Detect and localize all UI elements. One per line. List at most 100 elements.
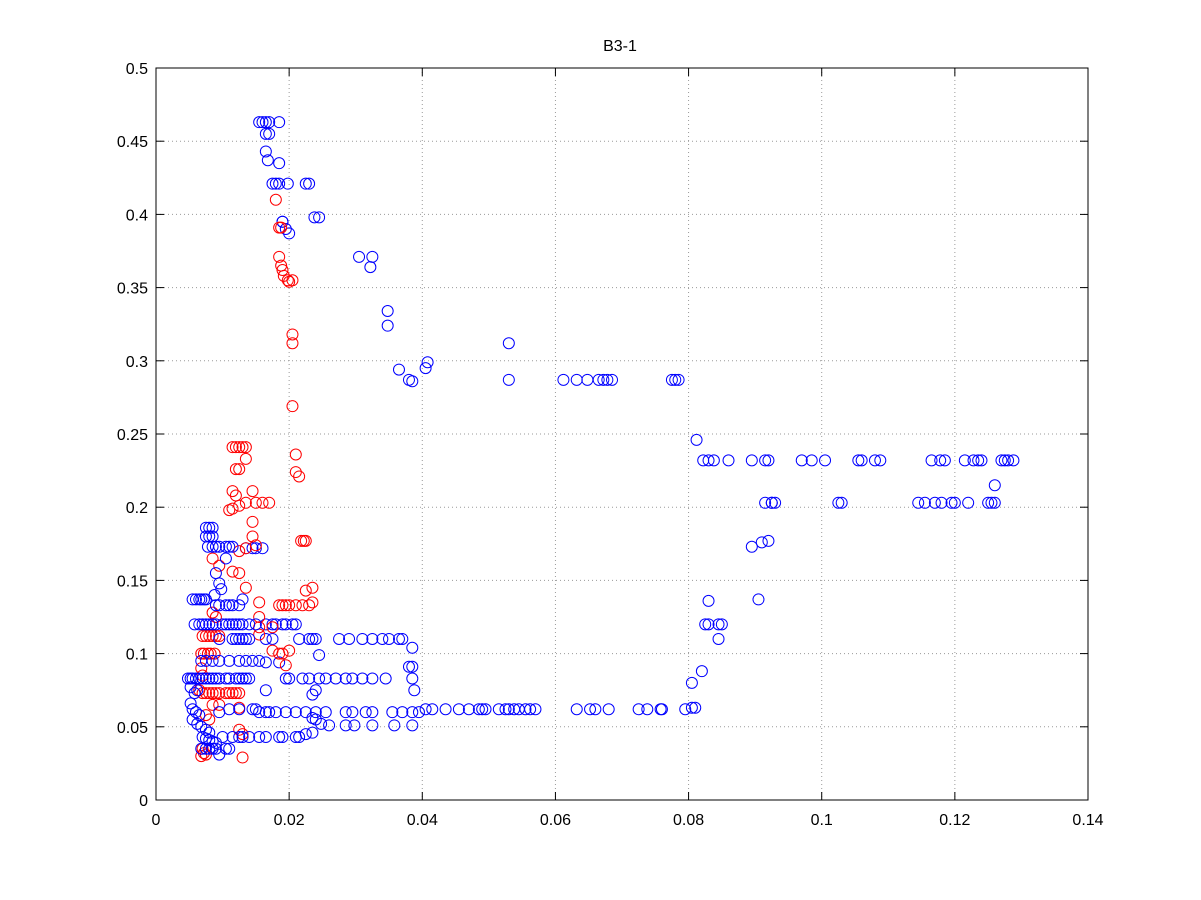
scatter-point bbox=[339, 672, 352, 685]
scatter-point bbox=[319, 672, 332, 685]
scatter-point bbox=[246, 485, 259, 498]
scatter-point bbox=[299, 584, 312, 597]
scatter-point bbox=[512, 703, 525, 716]
scatter-point bbox=[246, 703, 259, 716]
scatter-point bbox=[243, 731, 256, 744]
scatter-point bbox=[209, 611, 222, 623]
scatter-point bbox=[759, 454, 772, 467]
scatter-point bbox=[462, 703, 475, 716]
x-tick-label: 0.08 bbox=[673, 812, 704, 829]
scatter-point bbox=[279, 618, 292, 631]
scatter-point bbox=[196, 630, 209, 643]
scatter-point bbox=[223, 687, 236, 700]
scatter-point bbox=[259, 116, 272, 129]
scatter-point bbox=[203, 618, 216, 631]
scatter-point bbox=[213, 599, 226, 612]
scatter-point bbox=[195, 654, 208, 667]
scatter-point bbox=[762, 534, 775, 547]
scatter-point bbox=[273, 656, 286, 669]
scatter-point bbox=[356, 632, 369, 645]
scatter-point bbox=[366, 632, 379, 645]
scatter-point bbox=[259, 656, 272, 669]
scatter-point bbox=[226, 485, 239, 498]
scatter-point bbox=[253, 706, 266, 719]
scatter-point bbox=[299, 534, 312, 547]
scatter-point bbox=[249, 703, 262, 716]
scatter-point bbox=[275, 221, 288, 234]
scatter-point bbox=[679, 703, 692, 716]
scatter-point bbox=[209, 567, 222, 580]
scatter-point bbox=[209, 618, 222, 631]
scatter-point bbox=[239, 441, 252, 454]
scatter-point bbox=[315, 717, 328, 730]
scatter-point bbox=[273, 731, 286, 744]
scatter-point bbox=[281, 177, 294, 190]
scatter-point bbox=[213, 654, 226, 667]
scatter-point bbox=[213, 672, 226, 685]
scatter-point bbox=[233, 618, 246, 631]
scatter-point bbox=[918, 496, 931, 509]
scatter-point bbox=[935, 496, 948, 509]
scatter-point bbox=[499, 703, 512, 716]
scatter-point bbox=[934, 454, 947, 467]
scatter-point bbox=[313, 649, 326, 662]
scatter-point bbox=[236, 618, 249, 631]
scatter-point bbox=[236, 672, 249, 685]
scatter-point bbox=[289, 599, 302, 612]
scatter-point bbox=[233, 687, 246, 700]
x-tick-label: 0.14 bbox=[1072, 812, 1103, 829]
scatter-point bbox=[273, 250, 286, 263]
scatter-point bbox=[632, 703, 645, 716]
scatter-point bbox=[685, 676, 698, 689]
scatter-point bbox=[256, 496, 269, 509]
scatter-point bbox=[233, 545, 246, 558]
scatter-point bbox=[383, 632, 395, 645]
scatter-point bbox=[259, 618, 272, 631]
y-axis-tick-labels: 0 0.05 0.1 0.15 0.2 0.25 0.3 0.35 0.4 0.45 0.5 bbox=[117, 61, 148, 810]
scatter-point bbox=[233, 441, 246, 454]
scatter-point bbox=[406, 641, 419, 654]
scatter-point bbox=[408, 684, 421, 697]
x-tick-label: 0.12 bbox=[939, 812, 970, 829]
scatter-point bbox=[289, 448, 302, 461]
scatter-point bbox=[263, 706, 276, 719]
scatter-point bbox=[406, 719, 419, 732]
scatter-point bbox=[203, 672, 216, 685]
scatter-point bbox=[945, 496, 958, 509]
scatter-point bbox=[289, 466, 302, 479]
scatter-point bbox=[762, 454, 775, 467]
scatter-point bbox=[396, 632, 409, 645]
scatter-point bbox=[266, 621, 279, 634]
y-tick-label: 0 bbox=[139, 793, 148, 810]
scatter-point bbox=[233, 723, 246, 736]
scatter-point bbox=[233, 654, 246, 667]
y-tick-label: 0.05 bbox=[117, 720, 148, 737]
scatter-point bbox=[184, 697, 197, 710]
scatter-point bbox=[765, 496, 778, 509]
scatter-point bbox=[206, 618, 219, 631]
scatter-point bbox=[988, 496, 1001, 509]
scatter-point bbox=[253, 731, 266, 744]
scatter-point bbox=[208, 647, 221, 660]
scatter-point bbox=[236, 751, 249, 764]
scatter-point bbox=[286, 337, 299, 350]
scatter-point bbox=[249, 542, 262, 555]
scatter-point bbox=[239, 632, 252, 645]
scatter-point bbox=[216, 731, 229, 744]
scatter-point bbox=[203, 521, 216, 534]
scatter-point bbox=[213, 706, 226, 719]
scatter-point bbox=[266, 644, 279, 657]
scatter-point bbox=[712, 632, 725, 645]
scatter-point bbox=[279, 672, 292, 685]
scatter-point bbox=[303, 672, 316, 685]
scatter-point bbox=[925, 454, 938, 467]
scatter-point bbox=[196, 669, 209, 682]
scatter-point bbox=[233, 599, 246, 612]
scatter-point bbox=[715, 618, 728, 631]
scatter-point bbox=[239, 496, 252, 509]
scatter-point bbox=[233, 463, 246, 476]
scatter-point bbox=[223, 672, 236, 685]
scatter-point bbox=[203, 687, 216, 700]
scatter-point bbox=[366, 706, 379, 719]
x-tick-label: 0.02 bbox=[274, 812, 305, 829]
